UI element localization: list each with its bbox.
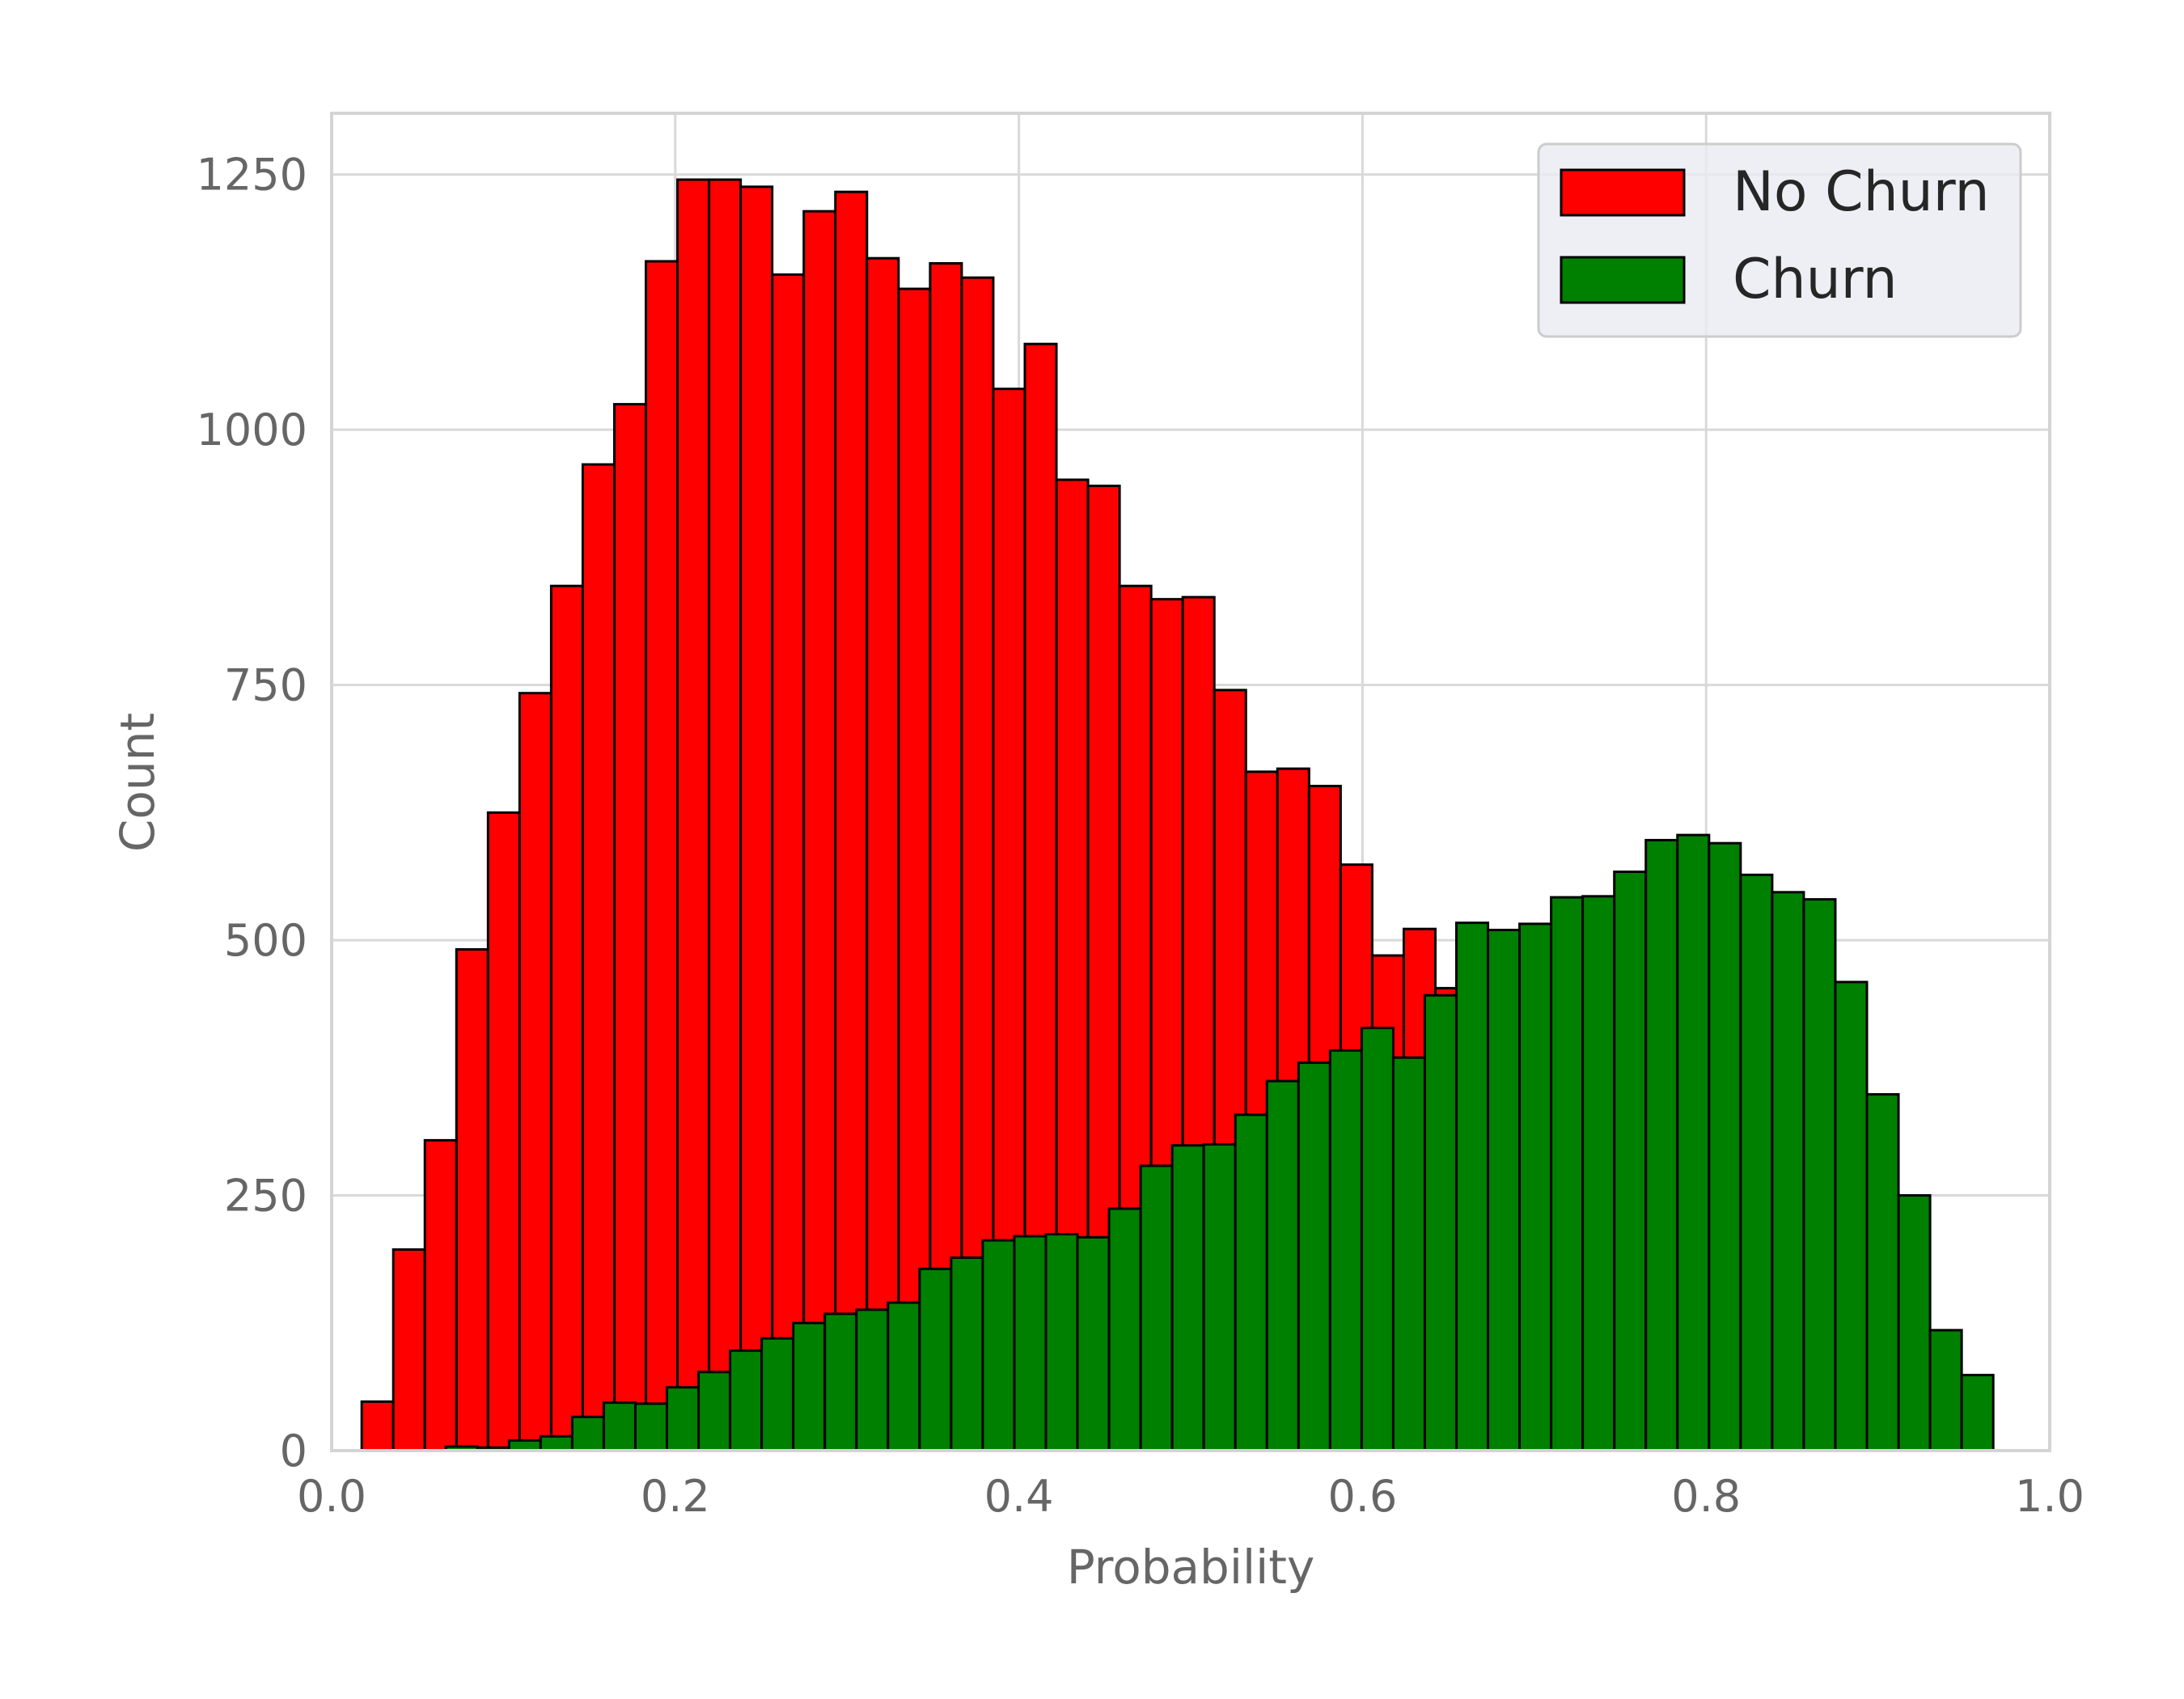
bar-no-churn [929, 261, 963, 1452]
bar-no-churn [771, 273, 806, 1452]
x-tick-label: 0.0 [297, 1471, 366, 1522]
y-tick-label: 0 [280, 1426, 307, 1477]
legend-swatch-no-churn [1560, 168, 1686, 217]
bar-no-churn [866, 256, 900, 1452]
bar-churn [918, 1267, 953, 1452]
bar-churn [1107, 1207, 1142, 1452]
bar-churn [1581, 895, 1616, 1452]
bar-churn [1328, 1049, 1363, 1452]
bar-no-churn [897, 287, 932, 1452]
bar-no-churn [612, 403, 648, 1452]
bar-churn [1802, 898, 1837, 1452]
bar-churn [792, 1321, 827, 1452]
y-tick-label: 1250 [197, 150, 307, 201]
bar-churn [1865, 1093, 1900, 1452]
bar-churn [1928, 1328, 1963, 1452]
bar-churn [1739, 873, 1774, 1452]
x-tick-label: 0.4 [984, 1471, 1054, 1522]
bar-churn [1202, 1142, 1237, 1452]
bar-no-churn [581, 463, 616, 1452]
bar-no-churn [676, 178, 711, 1452]
plot-frame [330, 112, 2051, 1452]
bar-churn [1897, 1194, 1932, 1452]
bar-no-churn [834, 190, 869, 1452]
bar-churn [729, 1349, 764, 1452]
bar-no-churn [360, 1400, 395, 1452]
x-tick-label: 0.2 [641, 1471, 710, 1522]
bar-no-churn [802, 210, 837, 1452]
bar-churn [1297, 1061, 1331, 1452]
bar-no-churn [739, 185, 774, 1452]
y-axis-label: Count [110, 713, 165, 852]
bar-churn [760, 1337, 795, 1452]
x-axis-label: Probability [1067, 1540, 1315, 1595]
bar-churn [1834, 981, 1869, 1452]
bar-churn [1139, 1164, 1174, 1452]
bar-churn [1044, 1232, 1079, 1452]
bar-churn [1391, 1056, 1426, 1452]
legend-label-no-churn: No Churn [1733, 160, 1990, 224]
bar-churn [1265, 1079, 1300, 1452]
x-tick-label: 0.6 [1327, 1471, 1397, 1522]
bar-no-churn [645, 260, 679, 1452]
bar-churn [1013, 1235, 1048, 1452]
bar-churn [1170, 1144, 1205, 1452]
y-tick-label: 250 [224, 1171, 307, 1222]
bar-churn [1550, 896, 1585, 1452]
tick-labels: 0.0 0.2 0.4 0.6 0.8 1.0 0 250 500 750 1000 1250 [197, 150, 2085, 1522]
bars [360, 178, 1995, 1452]
bar-churn [855, 1308, 890, 1452]
bar-no-churn [518, 692, 552, 1452]
legend-label-churn: Churn [1733, 248, 1898, 311]
bar-churn [1708, 841, 1742, 1452]
y-tick-label: 500 [224, 915, 307, 966]
x-tick-label: 0.8 [1671, 1471, 1741, 1522]
bar-churn [1771, 891, 1805, 1452]
y-tick-label: 750 [224, 660, 307, 711]
bar-churn [981, 1239, 1016, 1452]
bar-churn [666, 1386, 700, 1452]
bar-no-churn [486, 811, 521, 1452]
bar-churn [1960, 1374, 1995, 1452]
bar-no-churn [549, 584, 584, 1452]
bar-churn [950, 1256, 984, 1452]
y-tick-label: 1000 [197, 405, 307, 455]
bar-churn [602, 1401, 637, 1452]
bar-no-churn [708, 178, 743, 1452]
bar-churn [1360, 1027, 1395, 1452]
bar-churn [633, 1402, 669, 1452]
bar-churn [697, 1371, 732, 1452]
bar-no-churn [455, 947, 489, 1452]
bar-churn [1076, 1235, 1111, 1452]
bar-churn [1613, 871, 1648, 1452]
bar-churn [823, 1312, 858, 1452]
bar-churn [539, 1434, 574, 1452]
bar-churn [887, 1301, 921, 1452]
bar-churn [1644, 838, 1679, 1452]
bar-churn [1487, 928, 1522, 1452]
bar-churn [1234, 1113, 1268, 1452]
bar-churn [570, 1415, 605, 1452]
legend: No Churn Churn [1537, 142, 2022, 338]
bar-no-churn [392, 1248, 426, 1452]
bar-churn [1676, 833, 1711, 1452]
bar-churn [1454, 922, 1490, 1452]
bar-no-churn [423, 1138, 458, 1452]
bar-churn [1518, 922, 1553, 1452]
x-tick-label: 1.0 [2015, 1471, 2085, 1522]
bar-churn [1423, 994, 1458, 1452]
legend-swatch-churn [1560, 256, 1686, 304]
